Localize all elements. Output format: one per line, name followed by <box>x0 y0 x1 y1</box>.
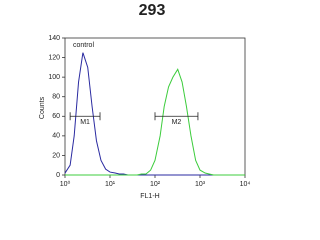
x-tick-label: 10⁰ <box>60 180 71 188</box>
y-tick-label: 0 <box>56 172 60 179</box>
chart: 293 FL1-H Counts 0 20 40 60 80 100 120 140 10⁰ 10… <box>39 2 251 200</box>
gate-label: M1 <box>80 119 90 126</box>
y-axis-label: Counts <box>39 96 46 119</box>
y-tick-label: 40 <box>52 133 60 140</box>
series-label: control <box>73 42 94 49</box>
x-tick-label: 10² <box>150 181 161 188</box>
x-axis-label: FL1-H <box>140 193 159 200</box>
gate-bar <box>69 112 101 121</box>
y-tick-label: 60 <box>52 113 60 120</box>
x-tick-label: 10⁴ <box>240 181 251 188</box>
gate-bar <box>154 112 199 121</box>
y-tick-label: 140 <box>48 35 60 42</box>
chart-title: 293 <box>139 2 166 19</box>
gate-label: M2 <box>172 119 182 126</box>
x-tick-label: 10¹ <box>105 181 116 188</box>
y-tick-label: 120 <box>48 54 60 61</box>
histogram-line <box>65 68 245 176</box>
y-tick-label: 80 <box>52 94 60 101</box>
x-tick-label: 10³ <box>195 181 206 188</box>
y-tick-label: 100 <box>48 74 60 81</box>
y-tick-label: 20 <box>52 152 60 159</box>
